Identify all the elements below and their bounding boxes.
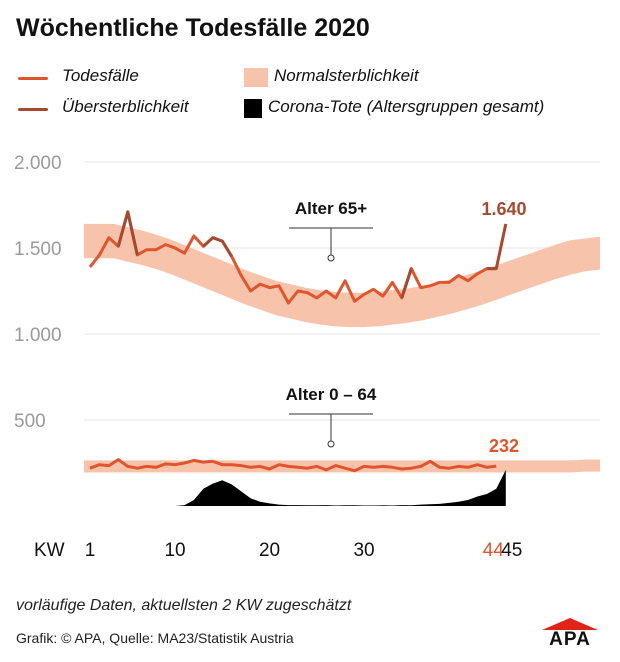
y-tick-label-1500: 1.500: [14, 239, 62, 260]
x-tick-label-30: 30: [353, 540, 374, 561]
legend-swatch-uebersterblichkeit: [18, 108, 48, 111]
apa-logo: APA: [536, 618, 604, 650]
uebersterblichkeit-line-1: [202, 236, 234, 258]
corona-tote-area: [90, 469, 506, 506]
apa-logo-text: APA: [549, 629, 591, 650]
legend-label-corona-tote: Corona-Tote (Altersgruppen gesamt): [268, 97, 545, 116]
x-tick-label-44: 44: [483, 540, 505, 561]
uebersterblichkeit-line-2: [400, 268, 413, 299]
legend-label-normalsterblichkeit: Normalsterblichkeit: [274, 66, 419, 85]
y-tick-label-2000: 2.000: [14, 153, 62, 174]
todesfaelle-line-alter-65plus: [88, 210, 497, 305]
legend-swatch-corona-tote: [244, 99, 262, 118]
callout-dot-alter-65plus: [327, 254, 335, 262]
y-tick-label-500: 500: [14, 411, 46, 432]
uebersterblichkeit-line-3: [486, 223, 508, 271]
x-axis-label: KW: [34, 540, 65, 561]
y-tick-label-1000: 1.000: [14, 325, 62, 346]
legend-swatch-normalsterblichkeit: [244, 68, 268, 87]
source-credit: Grafik: © APA, Quelle: MA23/Statistik Au…: [16, 630, 294, 646]
end-value-label-alter-65plus: 1.640: [481, 199, 526, 219]
end-value-label-alter-0-64: 232: [489, 436, 519, 456]
x-tick-label-20: 20: [259, 540, 280, 561]
callout-dot-alter-0-64: [327, 440, 335, 448]
x-tick-label-45: 45: [501, 540, 522, 561]
footnote: vorläufige Daten, aktuellsten 2 KW zuges…: [16, 597, 352, 614]
x-tick-label-1: 1: [85, 540, 96, 561]
normal-band-alter-65plus: [84, 223, 600, 328]
todesfaelle-line-alter-0-64: [89, 458, 497, 473]
uebersterblichkeit-line-0: [116, 210, 139, 256]
legend-swatch-todesfaelle: [18, 77, 48, 80]
x-tick-label-10: 10: [164, 540, 185, 561]
apa-logo-mark: [542, 618, 598, 630]
panel-label-alter-0-64: Alter 0 – 64: [286, 385, 377, 404]
chart-plot: 2.000 1.500 1.000 500 Alter 65+ Alter 0 – 64 1…: [14, 153, 600, 561]
legend-label-todesfaelle: Todesfälle: [62, 66, 139, 85]
chart-title: Wöchentliche Todesfälle 2020: [16, 14, 370, 42]
panel-label-alter-65plus: Alter 65+: [295, 199, 367, 218]
legend-label-uebersterblichkeit: Übersterblichkeit: [62, 97, 189, 116]
